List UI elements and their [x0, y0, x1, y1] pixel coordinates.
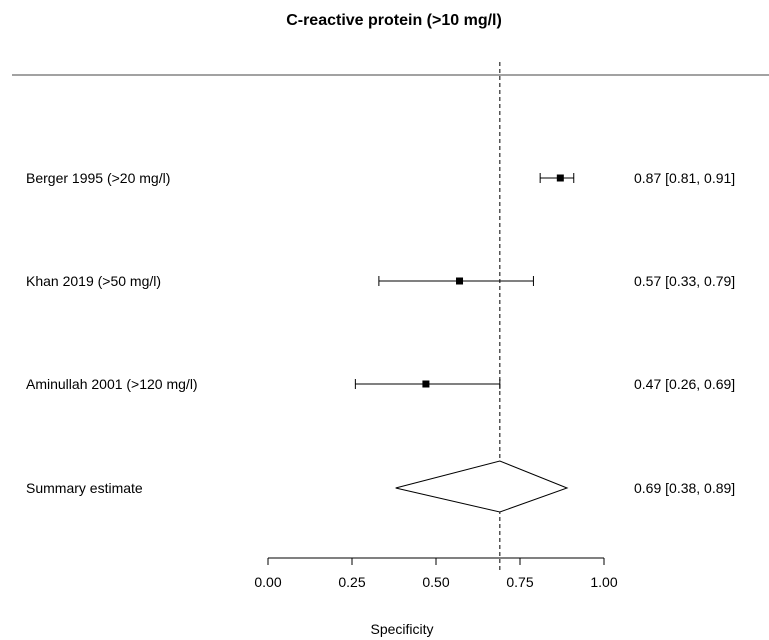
x-tick-label: 0.50 [422, 574, 449, 590]
summary-label: Summary estimate [26, 480, 143, 496]
study-label: Khan 2019 (>50 mg/l) [26, 273, 161, 289]
study-label: Aminullah 2001 (>120 mg/l) [26, 376, 198, 392]
point-estimate [422, 380, 430, 388]
study-estimate-text: 0.87 [0.81, 0.91] [634, 170, 735, 186]
study-estimate-text: 0.47 [0.26, 0.69] [634, 376, 735, 392]
summary-diamond [395, 460, 569, 513]
study-estimate-text: 0.57 [0.33, 0.79] [634, 273, 735, 289]
point-estimate [456, 277, 464, 285]
x-axis-title: Specificity [370, 621, 433, 637]
point-estimate [556, 174, 564, 182]
x-tick-label: 1.00 [590, 574, 617, 590]
x-tick-label: 0.25 [338, 574, 365, 590]
chart-title: C-reactive protein (>10 mg/l) [286, 12, 502, 29]
summary-estimate-text: 0.69 [0.38, 0.89] [634, 480, 735, 496]
x-tick-label: 0.00 [254, 574, 281, 590]
x-tick-label: 0.75 [506, 574, 533, 590]
study-label: Berger 1995 (>20 mg/l) [26, 170, 170, 186]
